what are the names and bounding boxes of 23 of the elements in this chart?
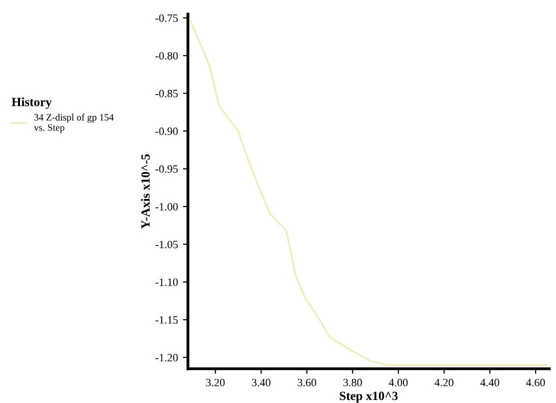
x-tick-label: 4.40 <box>480 378 500 386</box>
y-tick-label: -1.00 <box>155 202 178 211</box>
line-series <box>189 19 548 366</box>
x-tick-label: 4.20 <box>434 378 454 386</box>
y-tick-label: -1.10 <box>155 278 178 286</box>
x-tick-label: 4.60 <box>526 378 545 386</box>
y-tick-label: -1.15 <box>155 316 178 324</box>
x-tick-label: 3.60 <box>298 378 316 386</box>
y-tick-label: -0.90 <box>155 128 178 136</box>
x-tick-label: 4.00 <box>388 378 408 386</box>
y-tick-label: -1.20 <box>155 354 178 362</box>
x-axis-title: Step x10^3 <box>340 392 398 403</box>
legend-title: History <box>12 97 52 109</box>
legend-label: 34 Z-displ of gp 154 vs. Step <box>34 114 114 133</box>
y-tick-label: -0.85 <box>155 90 178 98</box>
x-tick-label: 3.40 <box>252 378 270 386</box>
y-tick-label: -1.05 <box>155 240 178 248</box>
x-tick-label: 3.80 <box>343 378 362 386</box>
x-tick-label: 3.20 <box>206 378 225 386</box>
y-axis-title: Y-Axis x10^-5 <box>140 154 150 229</box>
y-tick-label: -0.95 <box>155 165 178 173</box>
y-tick-label: -0.80 <box>155 52 178 60</box>
y-tick-label: -0.75 <box>155 14 178 22</box>
